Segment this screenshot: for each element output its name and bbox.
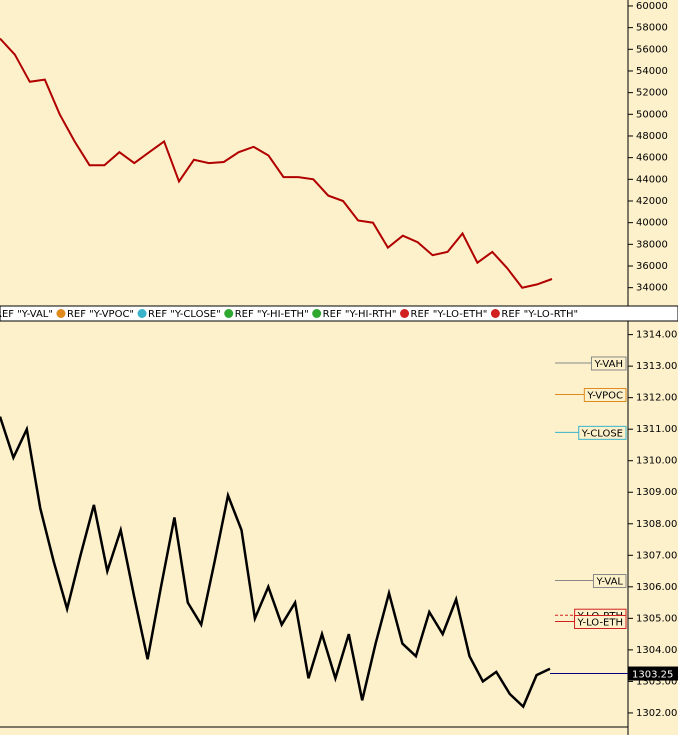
legend-dot — [56, 309, 66, 318]
last-price-label: 1303.25 — [632, 670, 673, 681]
y-tick-label: 1306.00 — [636, 582, 677, 593]
y-tick-label: 52000 — [636, 88, 668, 99]
legend-label: REF "Y-VAL" — [0, 309, 53, 320]
ref-label: Y-VAL — [595, 577, 623, 588]
y-tick-label: 54000 — [636, 66, 668, 77]
y-tick-label: 60000 — [636, 1, 668, 12]
y-tick-label: 46000 — [636, 153, 668, 164]
price-line — [0, 416, 551, 709]
y-tick-label: 50000 — [636, 109, 668, 120]
legend-dot — [224, 309, 234, 318]
legend-dot — [137, 309, 147, 318]
y-tick-label: 1307.00 — [636, 550, 677, 561]
legend-label: REF "Y-HI-RTH" — [323, 309, 397, 320]
y-tick-label: 40000 — [636, 218, 668, 229]
ref-label: Y-VAH — [593, 359, 623, 370]
y-tick-label: 1312.00 — [636, 393, 677, 404]
y-tick-label: 1310.00 — [636, 456, 677, 467]
legend-label: REF "Y-VPOC" — [67, 309, 134, 320]
last-price-box — [628, 666, 678, 681]
y-tick-label: 1311.00 — [636, 424, 677, 435]
legend-dot — [400, 309, 410, 318]
legend-strip — [0, 305, 678, 322]
y-tick-label: 1309.00 — [636, 487, 677, 498]
y-tick-label: 56000 — [636, 44, 668, 55]
legend-dot — [312, 309, 322, 318]
y-tick-label: 36000 — [636, 261, 668, 272]
ref-label: Y-VPOC — [586, 391, 623, 402]
y-tick-label: 44000 — [636, 174, 668, 185]
legend-label: REF "Y-LO-ETH" — [411, 309, 488, 320]
y-tick-label: 1305.00 — [636, 613, 677, 624]
y-tick-label: 1313.00 — [636, 361, 677, 372]
legend: REF "Y-VAL" REF "Y-VPOC" REF "Y-CLOSE" REF … — [0, 309, 578, 320]
y-tick-label: 48000 — [636, 131, 668, 142]
ref-label: Y-LO-ETH — [577, 618, 623, 629]
y-tick-label: 38000 — [636, 239, 668, 250]
y-tick-label: 1304.00 — [636, 645, 677, 656]
y-tick-label: 34000 — [636, 283, 668, 294]
y-tick-label: 42000 — [636, 196, 668, 207]
y-tick-label: 1302.00 — [636, 708, 677, 719]
legend-label: REF "Y-HI-ETH" — [235, 309, 309, 320]
legend-label: REF "Y-CLOSE" — [148, 309, 221, 320]
ref-label: Y-CLOSE — [581, 428, 623, 439]
y-tick-label: 1308.00 — [636, 519, 677, 530]
legend-label: REF "Y-LO-RTH" — [501, 309, 578, 320]
y-tick-label: 58000 — [636, 23, 668, 34]
price-line — [0, 37, 553, 289]
legend-dot — [490, 309, 500, 318]
y-tick-label: 1314.00 — [636, 330, 677, 341]
y-tick-label: 1303.00 — [636, 676, 677, 687]
